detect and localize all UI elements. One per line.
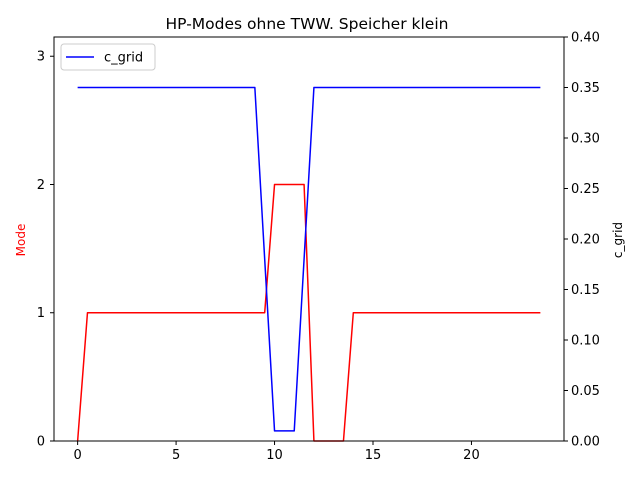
x-tick-label: 15: [365, 448, 382, 463]
legend-box: [60, 43, 156, 71]
y-left-axis-label: Mode: [14, 224, 28, 257]
y-right-tick-label: 0.40: [571, 31, 600, 46]
y-right-tick-label: 0.15: [571, 283, 600, 298]
y-axis-left: 0 1 2 3: [37, 50, 54, 450]
y-right-tick-label: 0.30: [571, 132, 600, 147]
y-right-axis-label: c_grid: [611, 222, 625, 258]
y-left-tick-label: 3: [37, 50, 45, 65]
chart-title: HP-Modes ohne TWW. Speicher klein: [166, 15, 449, 33]
y-left-tick-label: 0: [37, 435, 45, 450]
y-right-tick-label: 0.00: [571, 435, 600, 450]
legend-entry-c-grid: c_grid: [104, 51, 143, 66]
x-tick-label: 5: [172, 448, 180, 463]
y-right-tick-label: 0.05: [571, 384, 600, 399]
x-tick-label: 0: [73, 448, 81, 463]
x-tick-label: 20: [463, 448, 480, 463]
series-line-c-grid: [77, 86, 541, 432]
series-line-mode: [76, 183, 541, 442]
plot-frame: [53, 36, 565, 442]
series-layer: [76, 86, 541, 442]
y-axis-right: 0.00 0.05 0.10 0.15 0.20 0.25 0.30 0.35 0.40: [564, 31, 600, 450]
y-left-tick-label: 1: [37, 306, 45, 321]
y-right-tick-label: 0.20: [571, 233, 600, 248]
y-right-tick-label: 0.10: [571, 334, 600, 349]
x-axis: 0 5 10 15 20: [73, 441, 480, 463]
x-tick-label: 10: [266, 448, 283, 463]
y-right-tick-label: 0.25: [571, 182, 600, 197]
y-right-tick-label: 0.35: [571, 81, 600, 96]
y-left-tick-label: 2: [37, 178, 45, 193]
legend: c_grid: [60, 43, 156, 71]
